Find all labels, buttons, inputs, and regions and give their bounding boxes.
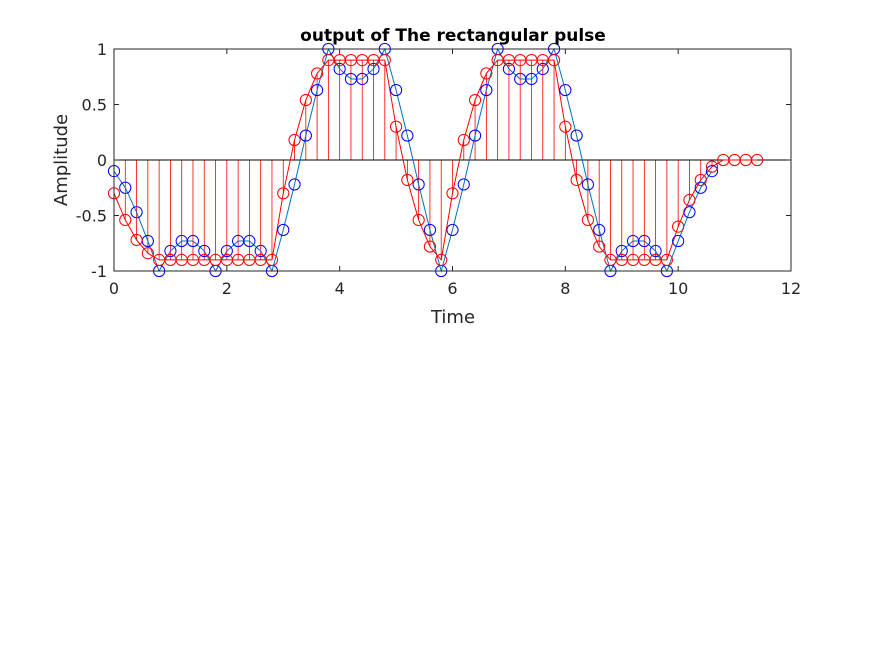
series-1-point [130, 206, 143, 219]
series-1-point [198, 244, 211, 258]
series-1-point [164, 244, 177, 258]
tick-labels: 0 2 4 6 8 10 12 -1 -0.5 0 0.5 1 [76, 40, 801, 298]
series-1-point [311, 83, 324, 97]
series-1-point [502, 62, 516, 76]
series-2-point [751, 153, 764, 167]
series-1-point [243, 234, 256, 248]
series-2-point [412, 213, 425, 227]
series-2-point [141, 247, 154, 260]
series-1-point [423, 223, 437, 237]
series-2-point [389, 120, 403, 133]
series-2-point [593, 240, 606, 253]
series-1-point [536, 62, 549, 76]
series-2-point [570, 173, 583, 187]
series-2-point [694, 173, 707, 187]
series-1-point [468, 129, 482, 142]
x-tick-label: 10 [668, 279, 688, 298]
series-2-point [705, 160, 719, 173]
series-1-point [119, 181, 132, 194]
series-2-point [378, 54, 391, 67]
series-1-point [570, 129, 583, 142]
tick-marks [113, 48, 792, 272]
series-1-point [356, 72, 369, 86]
series-2-point [683, 193, 696, 207]
series-1-point [254, 244, 267, 258]
y-tick-label: 1 [97, 40, 107, 59]
stem-group [113, 60, 713, 260]
series-2-point [672, 220, 685, 233]
series-1-point [389, 83, 403, 97]
series-1-point [220, 244, 233, 258]
series-1-point [581, 178, 595, 191]
x-tick-label: 4 [335, 279, 345, 298]
series-1-point [694, 181, 707, 194]
y-tick-label: 0.5 [82, 96, 107, 115]
x-tick-label: 2 [222, 279, 232, 298]
x-tick-label: 6 [447, 279, 457, 298]
series-2-point [288, 133, 301, 147]
y-tick-label: 0 [97, 151, 107, 170]
series-1-point [288, 178, 301, 191]
series-1-point [683, 206, 696, 219]
chart-title: output of The rectangular pulse [300, 26, 606, 46]
series-2-point [547, 54, 561, 67]
y-tick-label: -1 [91, 262, 107, 281]
series-1-point [277, 223, 290, 237]
series-2-point [277, 187, 290, 200]
series-1-point [299, 129, 312, 142]
series-1-point [333, 62, 346, 76]
series-2-point [559, 120, 572, 133]
y-tick-label: -0.5 [76, 207, 107, 226]
series-1-point [649, 244, 662, 258]
series-2-point [581, 213, 595, 227]
series-2-point [265, 253, 279, 266]
series-1-point [593, 223, 606, 237]
series-1-point [480, 83, 493, 97]
series-1-point [705, 165, 719, 178]
series-1-point [525, 72, 538, 86]
x-tick-label: 12 [781, 279, 801, 298]
series-1-point [401, 129, 414, 142]
series-layer [107, 42, 764, 278]
series-1-line [113, 47, 713, 273]
series-1-point [638, 234, 651, 248]
series-1-point [672, 234, 685, 248]
series-1-point [457, 178, 470, 191]
series-2-point [435, 253, 448, 266]
series-2-point [299, 93, 312, 107]
series-2-point [311, 67, 324, 80]
series-2-point [130, 233, 143, 247]
x-tick-label: 0 [109, 279, 119, 298]
series-1-point [559, 83, 572, 97]
series-2-point [480, 67, 493, 80]
series-1-point [412, 178, 425, 191]
series-1-point [186, 234, 200, 248]
series-2-point [446, 187, 459, 200]
series-2-point [401, 173, 414, 187]
y-axis-label: Amplitude [51, 114, 72, 206]
x-axis-label: Time [430, 307, 475, 328]
series-2-point [457, 133, 470, 147]
series-1-point [367, 62, 380, 76]
x-tick-label: 8 [560, 279, 570, 298]
series-1-point [446, 223, 459, 237]
series-2-point [119, 213, 132, 227]
series-2-point [468, 93, 482, 107]
series-2-point [423, 240, 437, 253]
series-2-point [660, 253, 673, 266]
series-1-point [615, 244, 628, 258]
